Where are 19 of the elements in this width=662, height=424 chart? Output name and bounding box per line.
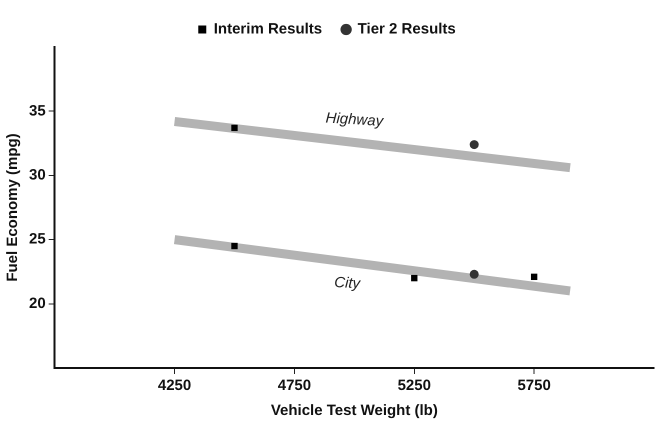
legend-label: Interim Results: [214, 20, 322, 38]
x-tick-label: 5750: [517, 377, 551, 394]
y-tick-label: 20: [28, 294, 46, 312]
point: [470, 140, 479, 150]
point: [411, 274, 418, 282]
point: [470, 270, 479, 279]
x-axis-title: Vehicle Test Weight (lb): [270, 402, 438, 420]
point: [530, 274, 538, 280]
annotation: City: [334, 274, 362, 292]
x-tick-label: 4750: [278, 377, 312, 394]
y-tick-label: 30: [28, 166, 46, 184]
y-tick-label: 25: [28, 230, 46, 248]
x-tick-label: 5250: [398, 377, 431, 394]
y-axis-title: Fuel Economy (mpg): [4, 133, 22, 282]
y-tick-label: 35: [28, 102, 46, 120]
x-tick-label: 4250: [158, 377, 192, 394]
annotation: Highway: [325, 109, 386, 130]
point: [231, 124, 238, 132]
legend-label: Tier 2 Results: [358, 20, 456, 38]
